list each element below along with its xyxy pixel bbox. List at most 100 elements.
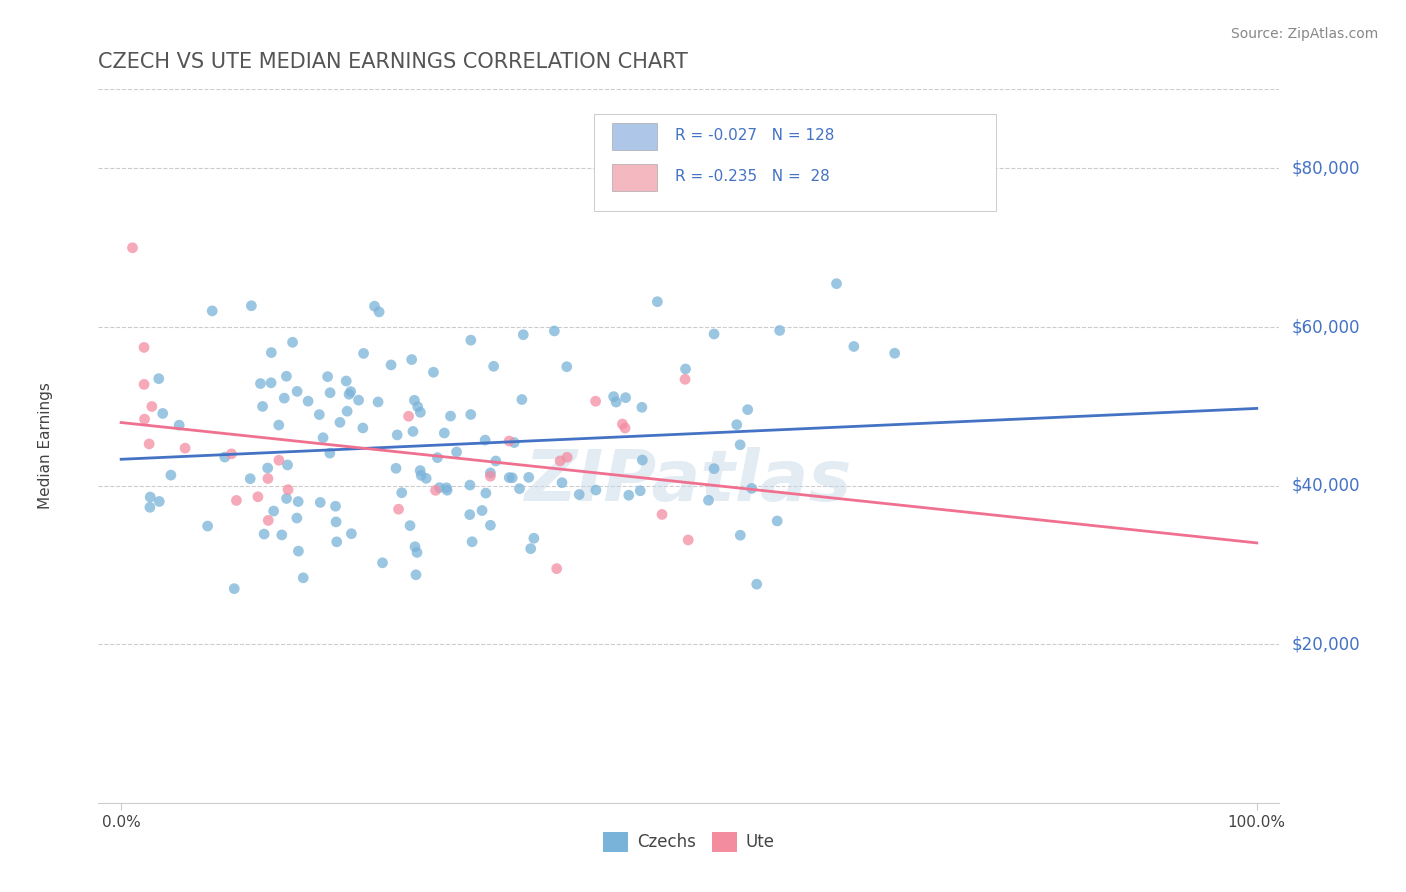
FancyBboxPatch shape [612,164,657,191]
Point [401,352,423,367]
Point [628,483,651,498]
Point [725,417,748,432]
Point [297,394,319,409]
Point [141,400,163,414]
Point [433,425,456,440]
Point [425,483,447,498]
Text: R = -0.027   N = 128: R = -0.027 N = 128 [675,128,834,143]
Point [221,447,243,461]
Point [602,390,624,404]
Point [325,515,347,529]
Point [482,359,505,374]
Point [399,518,422,533]
Point [697,493,720,508]
Point [239,472,262,486]
Point [766,514,789,528]
Point [737,402,759,417]
Point [883,346,905,360]
Point [605,395,627,409]
Legend: Czechs, Ute: Czechs, Ute [596,825,782,859]
Point [555,450,578,465]
Point [337,387,360,401]
Point [325,534,347,549]
Point [249,376,271,391]
Point [614,391,637,405]
Point [676,533,699,547]
Point [380,358,402,372]
Point [391,485,413,500]
Point [387,502,409,516]
Text: $80,000: $80,000 [1291,160,1360,178]
Point [214,450,236,464]
Text: $20,000: $20,000 [1291,635,1360,653]
Point [312,431,335,445]
Point [458,478,481,492]
Point [551,475,574,490]
Point [160,468,183,483]
Point [460,408,482,422]
Point [252,400,274,414]
Point [138,437,160,451]
Point [353,346,375,360]
Point [335,374,357,388]
Point [508,482,530,496]
Point [617,488,640,502]
Point [498,470,520,484]
Point [256,461,278,475]
Point [631,453,654,467]
Point [309,495,332,509]
Point [257,471,280,485]
Point [148,494,170,508]
Point [404,393,426,408]
Point [471,503,494,517]
Point [651,508,673,522]
Point [631,401,654,415]
Point [325,499,347,513]
Point [352,421,374,435]
Point [703,461,725,475]
Point [523,531,546,545]
Text: $60,000: $60,000 [1291,318,1360,336]
Point [197,519,219,533]
Point [409,405,432,419]
Point [404,540,426,554]
Point [555,359,578,374]
Point [405,567,427,582]
Point [148,372,170,386]
Point [285,384,308,399]
Point [371,556,394,570]
Text: $40,000: $40,000 [1291,476,1360,495]
Text: Source: ZipAtlas.com: Source: ZipAtlas.com [1230,27,1378,41]
Point [267,453,290,467]
Point [368,305,391,319]
Point [316,369,339,384]
Point [730,528,752,542]
Point [675,362,697,376]
Point [461,534,484,549]
Point [224,582,246,596]
Point [201,304,224,318]
Point [485,454,508,468]
Point [336,404,359,418]
Point [842,339,865,353]
Point [276,369,298,384]
Point [546,561,568,575]
Point [340,526,363,541]
Point [121,241,143,255]
Point [548,454,571,468]
Point [287,494,309,508]
Text: Median Earnings: Median Earnings [38,383,53,509]
Point [501,471,523,485]
Text: R = -0.235   N =  28: R = -0.235 N = 28 [675,169,830,185]
Point [225,493,247,508]
Point [285,511,308,525]
Point [277,458,299,472]
Point [134,412,156,426]
Point [406,400,429,414]
Point [339,384,361,399]
Point [277,483,299,497]
Point [543,324,565,338]
Point [745,577,768,591]
Point [329,416,352,430]
Point [458,508,481,522]
